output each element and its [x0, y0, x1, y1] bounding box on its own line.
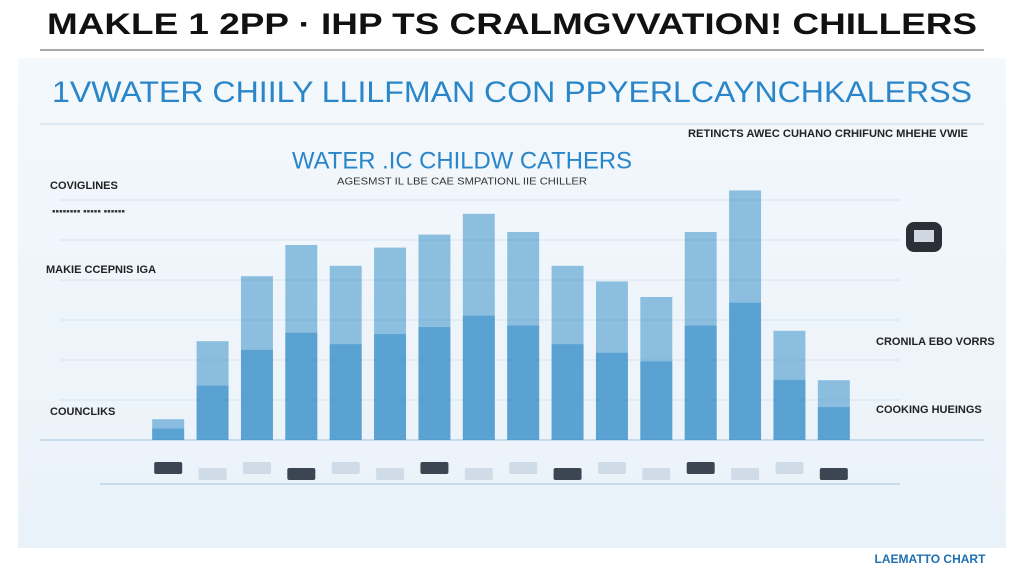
note-right-top: RETINCTS AWEC CUHANO CRHIFUNC MHEHE VWIE — [688, 128, 968, 140]
item-icon — [731, 468, 760, 480]
note-left-top: COVIGLINES — [50, 180, 118, 192]
chart-title: WATER .IC CHILDW CATHERS — [292, 147, 632, 174]
item-icon — [464, 468, 493, 480]
note-right-bottom: COOKING HUEINGS — [876, 404, 982, 416]
bar-shade — [595, 352, 628, 440]
bar-shade — [462, 315, 495, 440]
bar-group — [285, 245, 318, 440]
item-icon — [775, 462, 804, 474]
item-icon — [376, 468, 405, 480]
bar-group — [240, 276, 273, 440]
chart-subtitle: AGESMST IL LBE CAE SMPATIONL IIE CHILLER — [337, 177, 587, 188]
bar-group — [152, 419, 185, 440]
item-icon — [287, 468, 316, 480]
bar-group — [329, 265, 362, 440]
item-icon — [420, 462, 449, 474]
bar-group — [507, 232, 540, 440]
bar-shade — [817, 407, 850, 440]
bar-shade — [374, 334, 407, 440]
bar-group — [817, 380, 850, 440]
note-left-mid: MAKIE CCEPNIS IGA — [46, 264, 156, 276]
bar-shade — [152, 428, 185, 440]
bar-shade — [773, 379, 806, 440]
item-icon — [154, 462, 183, 474]
bar-shade — [684, 325, 717, 440]
bar-group — [462, 213, 495, 440]
item-icon — [597, 462, 626, 474]
bar-group — [418, 234, 451, 440]
item-icon — [509, 462, 538, 474]
note-left-bottom: COUNCLIKS — [50, 406, 115, 418]
bar-group — [551, 265, 584, 440]
device-screen — [914, 230, 934, 242]
bar-shade — [240, 349, 273, 440]
bar-group — [374, 247, 407, 440]
bar-shade — [640, 361, 673, 440]
item-icon — [642, 468, 671, 480]
bar-group — [196, 341, 229, 440]
item-icon — [242, 462, 271, 474]
note-decor: ▪▪▪▪▪▪▪▪ ▪▪▪▪▪ ▪▪▪▪▪▪ — [52, 207, 125, 218]
bar-shade — [507, 325, 540, 440]
bar-group — [729, 190, 762, 440]
item-icon — [198, 468, 227, 480]
footer-brand: LAEMATTO CHART — [875, 552, 987, 566]
item-icon — [553, 468, 582, 480]
item-icon — [331, 462, 360, 474]
bar-shade — [329, 344, 362, 440]
bar-shade — [285, 332, 318, 440]
bar-shade — [196, 385, 229, 440]
bar-group — [773, 330, 806, 440]
subtitle: 1VWATER CHIILY LLILFMAN CON PPYERLCAYNCH… — [52, 76, 972, 109]
item-icon — [819, 468, 848, 480]
bar-group — [684, 232, 717, 440]
bar-shade — [418, 327, 451, 440]
item-icon — [686, 462, 715, 474]
page-title: MAKLE 1 2PP · IHP TS CRALMGVVATION! CHIL… — [47, 8, 977, 41]
bar-shade — [729, 302, 762, 440]
bar-shade — [551, 344, 584, 440]
bar-group — [595, 281, 628, 440]
note-right-mid: CRONILA EBO VORRS — [876, 336, 995, 348]
bar-group — [640, 297, 673, 440]
